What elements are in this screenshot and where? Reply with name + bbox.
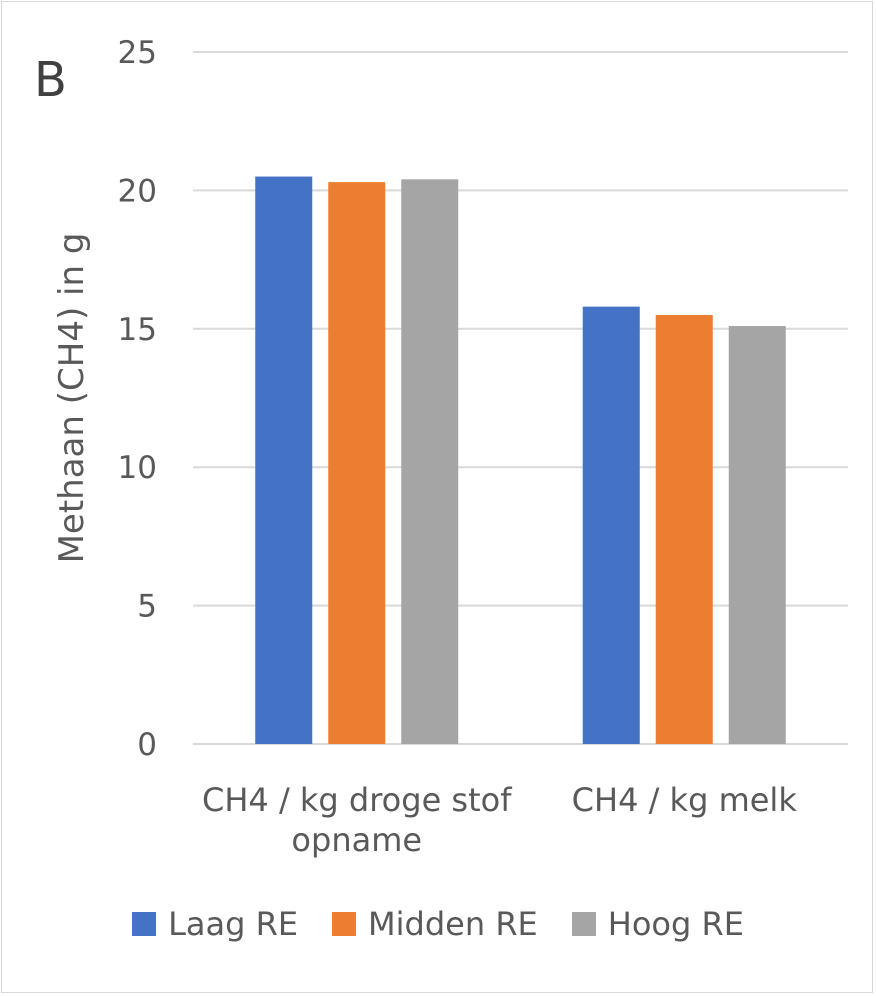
bar [328, 182, 386, 744]
bar [582, 306, 640, 744]
legend-swatch [332, 912, 357, 936]
category-label: CH4 / kg melk [571, 781, 797, 819]
legend-label: Hoog RE [607, 905, 744, 943]
legend: Laag RE Midden RE Hoog RE [0, 905, 876, 943]
y-tick-label: 15 [118, 312, 157, 348]
bar [255, 176, 313, 744]
y-tick-label: 0 [137, 727, 157, 763]
legend-swatch [571, 912, 596, 936]
bar [728, 326, 786, 744]
bar [655, 314, 713, 744]
legend-label: Laag RE [168, 905, 299, 943]
y-tick-label: 5 [137, 589, 157, 625]
legend-label: Midden RE [368, 905, 538, 943]
category-label: CH4 / kg droge stof opname [202, 781, 512, 859]
y-tick-label: 20 [118, 173, 157, 209]
panel-label: B [34, 52, 67, 108]
bar [401, 179, 459, 744]
legend-item: Hoog RE [571, 905, 744, 943]
legend-swatch [132, 912, 157, 936]
y-tick-label: 25 [118, 35, 157, 71]
legend-item: Laag RE [132, 905, 298, 943]
legend-item: Midden RE [332, 905, 538, 943]
y-tick-label: 10 [118, 450, 157, 486]
